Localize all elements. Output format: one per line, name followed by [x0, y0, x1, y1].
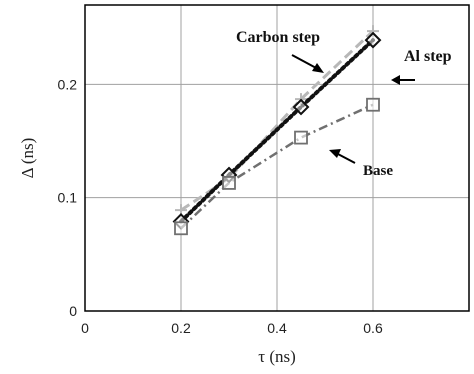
data-point — [364, 31, 382, 49]
annotation-carbon-step-arrow — [291, 54, 319, 70]
y-axis-ticks: 0 0.1 0.2 — [58, 76, 78, 319]
plot-frame — [84, 4, 470, 312]
series-base — [174, 97, 380, 236]
data-point — [292, 98, 310, 116]
data-point — [366, 97, 380, 112]
annotation-carbon-step: Carbon step — [236, 29, 320, 46]
x-tick-label: 0 — [81, 320, 89, 336]
x-axis-ticks: 0 0.2 0.4 0.6 — [81, 320, 383, 336]
x-tick-label: 0.4 — [267, 320, 287, 336]
annotation-base-arrowhead — [329, 149, 341, 158]
annotation-al-step: Al step — [404, 48, 452, 65]
x-axis-label: τ (ns) — [258, 347, 296, 366]
x-tick-label: 0.2 — [171, 320, 191, 336]
y-tick-label: 0 — [69, 303, 77, 319]
y-tick-label: 0.2 — [58, 76, 78, 92]
x-tick-label: 0.6 — [363, 320, 383, 336]
series-line — [179, 38, 375, 224]
series-line — [180, 30, 375, 212]
y-tick-label: 0.1 — [58, 190, 78, 206]
annotation-carbon-step-arrowhead — [312, 63, 324, 73]
series-line — [180, 103, 374, 230]
data-point — [294, 130, 308, 145]
annotation-base: Base — [363, 163, 393, 179]
y-axis-label: Δ (ns) — [18, 138, 37, 179]
annotation-base-arrow — [335, 152, 356, 164]
series-layer — [172, 25, 382, 236]
data-point — [174, 221, 188, 236]
annotation-al-step-arrowhead — [391, 75, 400, 85]
data-point — [222, 176, 236, 190]
grid — [85, 5, 469, 311]
